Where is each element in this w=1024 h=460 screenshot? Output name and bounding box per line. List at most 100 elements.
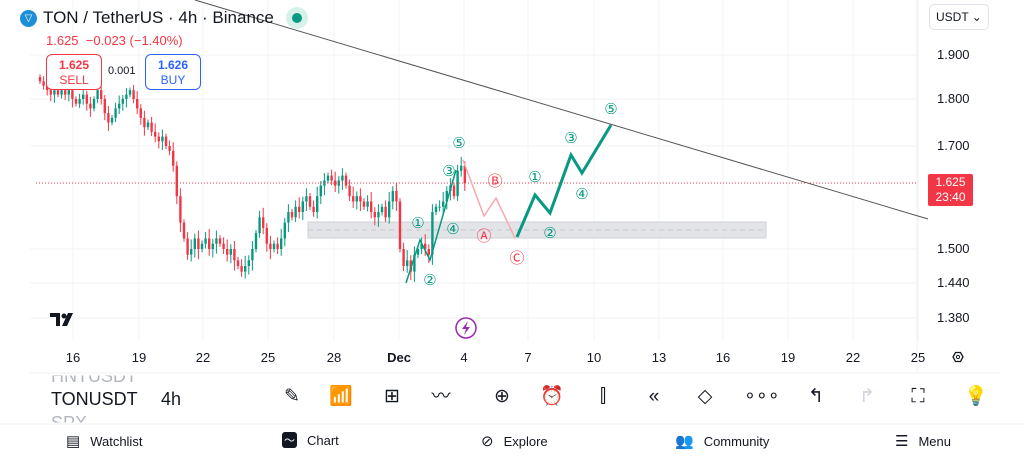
candle-body <box>154 131 157 137</box>
candle <box>380 203 384 216</box>
nav-menu[interactable]: ☰ Menu <box>895 432 951 450</box>
projection-label-2: ② <box>543 225 556 242</box>
price-quote: 1.625 −0.023 (−1.40%) <box>46 33 183 48</box>
candle <box>107 106 110 131</box>
candle <box>370 191 373 219</box>
watch-symbol-spx[interactable]: SPX 1D <box>51 413 87 422</box>
more-icon[interactable]: ∘∘∘ <box>744 386 780 407</box>
patterns-icon[interactable]: 〰 <box>431 386 451 407</box>
bar-countdown: 23:40 <box>935 190 966 204</box>
candle-body <box>262 217 265 228</box>
replay-icon[interactable]: « <box>648 386 660 407</box>
trendline[interactable] <box>194 0 929 220</box>
candle-body <box>74 99 78 104</box>
time-tick: 7 <box>524 350 532 365</box>
time-tick: Dec <box>387 350 411 365</box>
candle <box>161 129 164 150</box>
candle <box>179 188 182 233</box>
correction-label-b: Ⓑ <box>487 173 502 190</box>
candle <box>200 240 204 253</box>
candle-body <box>204 238 207 244</box>
candle-body <box>182 222 186 239</box>
candle-body <box>456 170 459 197</box>
candles <box>38 74 466 282</box>
fullscreen-icon[interactable]: ⛶ <box>911 386 925 407</box>
candle <box>240 259 243 277</box>
candle-body <box>121 99 124 104</box>
ton-logo-icon: ▽ <box>20 9 37 27</box>
redo-icon[interactable]: ↱ <box>859 386 875 407</box>
candle <box>272 240 276 253</box>
candle <box>262 207 265 235</box>
price-change: −0.023 (−1.40%) <box>85 33 183 48</box>
candle-body <box>64 90 67 95</box>
correction-wave-line[interactable] <box>462 159 516 239</box>
nav-community[interactable]: 👥 Community <box>675 432 769 450</box>
candle <box>139 104 142 125</box>
candle <box>355 191 358 210</box>
candle-body <box>107 113 110 123</box>
price-tick: 1.500 <box>937 241 970 256</box>
candle-body <box>222 243 225 249</box>
candle-body <box>136 99 139 109</box>
candle <box>344 172 348 189</box>
candle <box>301 196 304 220</box>
time-tick: 16 <box>715 350 731 365</box>
symbol-header[interactable]: ▽ TON / TetherUS · 4h · Binance <box>20 7 308 29</box>
candle <box>74 96 78 107</box>
impulse-wave-line[interactable] <box>405 169 457 284</box>
candle <box>132 84 135 104</box>
candle-body <box>42 81 45 86</box>
pencil-icon[interactable]: ✎ <box>284 386 300 407</box>
price-tick: 1.900 <box>937 47 970 62</box>
candle-body <box>406 260 409 266</box>
time-tick: 19 <box>780 350 796 365</box>
candle <box>330 169 333 186</box>
candle-body <box>211 243 214 249</box>
add-icon[interactable]: ⊕ <box>494 386 510 407</box>
candle-body <box>452 185 456 197</box>
candle-body <box>168 146 171 151</box>
watch-symbol-tonusdt[interactable]: TONUSDT 4h <box>51 389 181 410</box>
tradingview-logo <box>50 313 73 326</box>
candle <box>164 133 168 149</box>
nav-watchlist[interactable]: ▤ Watchlist <box>66 432 142 450</box>
symbol-timeframe: 4h <box>161 389 182 409</box>
currency-select[interactable]: USDT ⌄ <box>929 4 989 30</box>
candle-body <box>118 103 121 109</box>
nav-chart[interactable]: 〜 Chart <box>282 432 339 448</box>
candle-body <box>420 243 423 249</box>
watch-symbol-hntusdt[interactable]: HNTUSDT 1h <box>51 375 137 387</box>
layers-icon[interactable]: ◇ <box>697 386 713 407</box>
alert-icon[interactable]: ⏰ <box>540 386 564 407</box>
candle-body <box>186 238 189 255</box>
grid <box>30 0 919 340</box>
market-status-icon[interactable] <box>285 7 308 29</box>
time-tick: 25 <box>260 350 276 365</box>
projection-wave-line[interactable] <box>515 124 613 238</box>
candle-body <box>341 175 344 181</box>
candle <box>85 90 88 111</box>
candle <box>445 186 448 210</box>
candle-body <box>103 99 106 114</box>
layouts-icon[interactable]: ⊞ <box>384 386 400 407</box>
axis-settings-icon[interactable] <box>952 351 964 363</box>
candle <box>452 182 456 200</box>
nav-explore[interactable]: ⊘ Explore <box>481 432 548 450</box>
candle <box>305 188 308 211</box>
candle <box>438 200 441 212</box>
candle <box>413 246 416 282</box>
projection-label-4: ④ <box>575 186 588 203</box>
candle-type-icon[interactable]: ⫿ <box>599 386 607 407</box>
candle <box>168 140 171 156</box>
sell-button[interactable]: 1.625 SELL <box>46 54 102 90</box>
candle <box>337 176 340 194</box>
candle <box>247 255 250 275</box>
indicators-icon[interactable]: 📶 <box>329 386 353 407</box>
buy-button[interactable]: 1.626 BUY <box>145 54 201 90</box>
undo-icon[interactable]: ↰ <box>808 386 824 407</box>
symbol-title: TON / TetherUS · 4h · Binance <box>43 8 274 27</box>
ideas-icon[interactable]: 💡 <box>964 386 988 407</box>
events-icon[interactable] <box>455 317 477 339</box>
